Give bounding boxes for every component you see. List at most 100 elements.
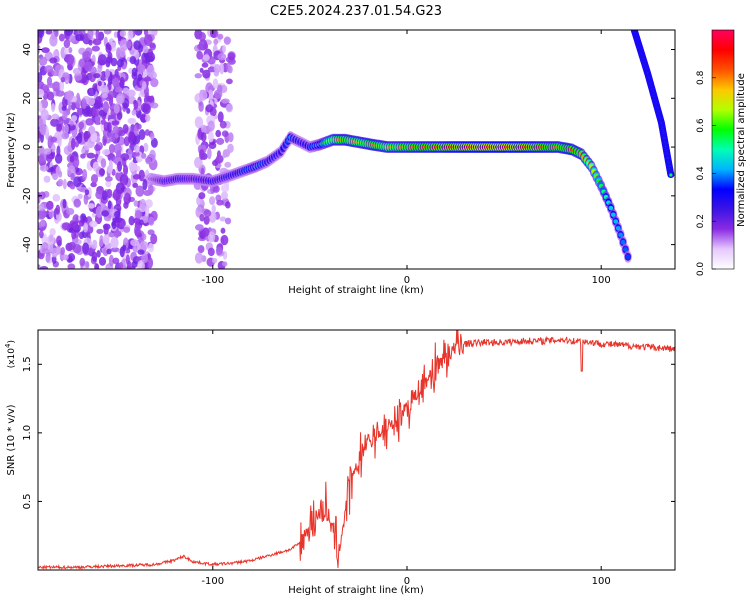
noise-speckle	[143, 30, 149, 36]
noise-speckle	[148, 216, 155, 226]
noise-speckle	[38, 101, 43, 111]
noise-speckle	[50, 118, 59, 127]
noise-speckle	[78, 58, 86, 68]
noise-speckle	[221, 191, 229, 200]
noise-speckle	[198, 32, 206, 42]
noise-speckle	[45, 30, 53, 35]
noise-speckle	[38, 88, 45, 99]
colorbar-tick-label: 0.8	[696, 70, 706, 85]
noise-speckle	[127, 30, 134, 41]
x-tick-label: -100	[201, 275, 224, 286]
noise-speckle	[146, 64, 155, 77]
noise-speckle	[148, 242, 155, 253]
noise-speckle	[70, 172, 75, 181]
noise-speckle	[134, 30, 143, 36]
noise-speckle	[149, 102, 159, 109]
spectrogram-ticks: -100 0 100 -40 -20 0 20 40	[22, 30, 675, 286]
noise-speckle	[142, 103, 151, 115]
noise-speckle	[46, 154, 53, 163]
noise-speckle	[38, 145, 45, 157]
noise-speckle	[133, 144, 140, 153]
noise-speckle	[40, 219, 46, 227]
noise-speckle	[216, 137, 225, 145]
noise-speckle	[47, 234, 55, 245]
noise-speckle	[94, 101, 103, 109]
noise-speckle	[119, 47, 126, 58]
noise-speckle	[55, 204, 61, 215]
spectrogram-frame	[37, 29, 676, 270]
noise-speckle	[137, 62, 144, 74]
noise-speckle	[198, 192, 206, 200]
noise-speckle	[40, 109, 49, 121]
noise-speckle	[213, 89, 223, 99]
branch-point	[669, 173, 673, 177]
noise-speckle	[129, 49, 135, 55]
colorbar: 0.0 0.2 0.4 0.6 0.8 Normalized spectral ampl…	[696, 29, 747, 276]
noise-speckle	[39, 265, 49, 269]
noise-speckle	[131, 260, 138, 269]
noise-speckle	[142, 233, 147, 241]
noise-speckle	[209, 196, 216, 206]
noise-speckle	[219, 62, 225, 75]
noise-speckle	[49, 57, 58, 64]
noise-speckle	[64, 123, 69, 134]
noise-speckle	[222, 149, 228, 159]
noise-speckle	[124, 192, 130, 201]
noise-speckle	[137, 73, 143, 82]
noise-speckle	[86, 152, 96, 159]
noise-speckle	[63, 48, 69, 55]
noise-speckle	[150, 233, 158, 245]
noise-speckle	[75, 34, 83, 42]
snr-scale-exp: 4	[4, 343, 12, 348]
noise-speckle	[108, 254, 114, 267]
noise-speckle	[66, 208, 75, 216]
noise-speckle	[133, 200, 139, 207]
noise-speckle	[132, 174, 142, 180]
noise-speckle	[43, 175, 51, 183]
noise-speckle	[97, 63, 103, 73]
x-tick-label: -100	[201, 576, 224, 587]
noise-speckle	[110, 247, 120, 253]
noise-speckle	[87, 203, 96, 209]
noise-speckle	[105, 180, 112, 188]
noise-speckle	[101, 149, 111, 156]
x-tick-label: 0	[404, 275, 410, 286]
noise-speckle	[94, 263, 100, 269]
trace-point	[625, 254, 631, 260]
snr-ticks: -100 0 100 0.5 1.0 1.5	[22, 330, 675, 587]
noise-speckle	[93, 73, 101, 79]
noise-speckle	[142, 178, 148, 191]
snr-scale-prefix: (x10	[7, 348, 17, 369]
noise-speckle	[69, 183, 76, 190]
noise-speckle	[85, 107, 94, 117]
noise-speckle	[55, 90, 65, 97]
noise-speckle	[100, 119, 107, 125]
noise-speckle	[105, 68, 111, 79]
noise-speckle	[211, 257, 218, 264]
noise-speckle	[38, 43, 41, 54]
y-tick-label: 0	[22, 144, 33, 150]
noise-speckle	[57, 178, 64, 187]
noise-speckle	[51, 113, 60, 120]
noise-speckle	[227, 52, 236, 61]
noise-speckle	[124, 248, 131, 254]
noise-speckle	[85, 118, 95, 126]
noise-speckle	[61, 222, 71, 230]
noise-speckle	[136, 123, 142, 130]
noise-speckle	[202, 54, 210, 61]
noise-speckle	[141, 253, 149, 264]
noise-speckle	[137, 249, 145, 255]
noise-speckle	[149, 42, 156, 51]
noise-speckle	[71, 101, 76, 111]
noise-speckle	[51, 103, 56, 113]
noise-speckle	[221, 130, 229, 138]
noise-speckle	[211, 204, 216, 214]
noise-speckle	[62, 178, 67, 190]
noise-speckle	[106, 248, 112, 255]
noise-speckle	[207, 231, 216, 243]
noise-speckle	[76, 92, 81, 104]
noise-speckle	[80, 148, 86, 154]
noise-speckle	[46, 91, 55, 101]
noise-speckle	[225, 201, 231, 209]
noise-speckle	[101, 190, 108, 201]
